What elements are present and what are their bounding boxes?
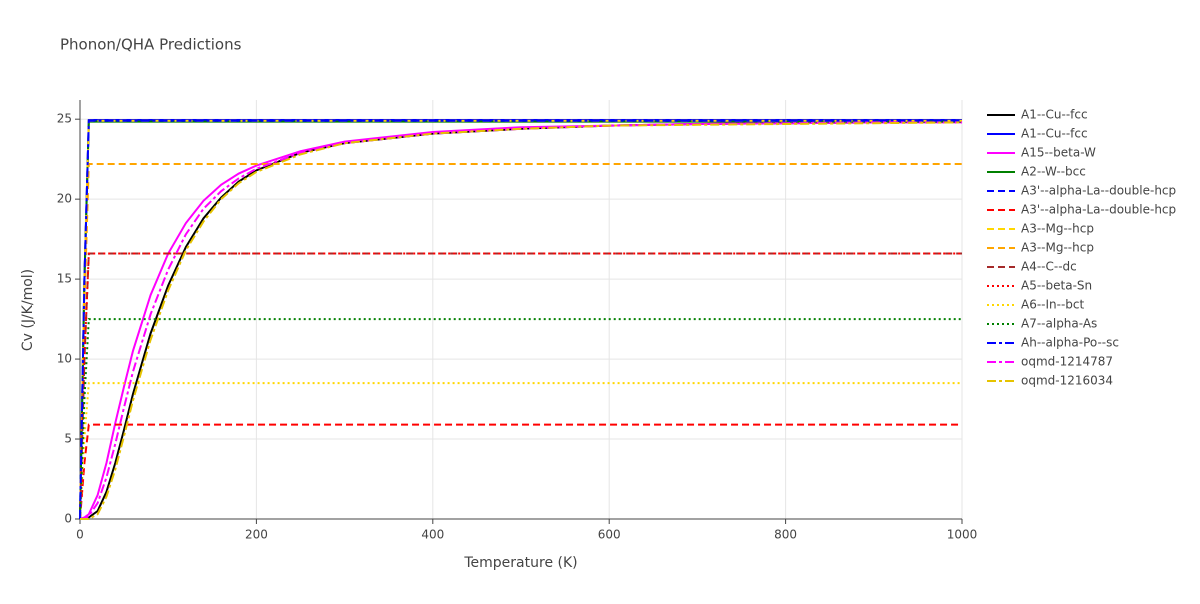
y-axis-title: Cv (J/K/mol)	[20, 269, 36, 351]
series-line	[79, 121, 962, 520]
legend-label: A5--beta-Sn	[1021, 279, 1092, 293]
legend-label: A2--W--bcc	[1021, 165, 1086, 179]
series-line	[79, 423, 962, 520]
x-tick-label: 800	[774, 528, 797, 542]
legend-label: A1--Cu--fcc	[1021, 108, 1088, 122]
y-tick-label: 5	[64, 432, 72, 446]
legend-label: A4--C--dc	[1021, 260, 1077, 274]
x-tick-label: 0	[76, 528, 84, 542]
series-line	[79, 252, 962, 520]
series-line	[79, 119, 962, 520]
x-axis-title: Temperature (K)	[463, 555, 577, 571]
series-line	[80, 121, 962, 520]
series-line	[80, 121, 963, 520]
legend-label: A3--Mg--hcp	[1021, 222, 1094, 236]
legend-label: A15--beta-W	[1021, 146, 1096, 160]
series-line	[79, 382, 962, 520]
y-tick-label: 25	[57, 112, 72, 126]
y-tick-label: 20	[57, 192, 72, 206]
x-tick-label: 400	[421, 528, 444, 542]
x-tick-label: 1000	[947, 528, 978, 542]
legend-label: Ah--alpha-Po--sc	[1021, 336, 1119, 350]
legend-label: A7--alpha-As	[1021, 317, 1097, 331]
x-tick-label: 600	[598, 528, 621, 542]
y-tick-label: 15	[57, 272, 72, 286]
y-tick-label: 0	[64, 512, 72, 526]
legend-label: A3'--alpha-La--double-hcp	[1021, 203, 1176, 217]
series-line	[80, 120, 963, 520]
legend-label: A3--Mg--hcp	[1021, 241, 1094, 255]
series-line	[79, 318, 962, 520]
series-line	[79, 252, 962, 520]
series-line	[79, 120, 962, 520]
x-tick-label: 200	[245, 528, 268, 542]
series-line	[79, 162, 962, 520]
chart-title: Phonon/QHA Predictions	[60, 36, 242, 54]
y-tick-label: 10	[57, 352, 72, 366]
legend-label: A1--Cu--fcc	[1021, 127, 1088, 141]
legend-label: A6--In--bct	[1021, 298, 1085, 312]
legend-label: oqmd-1216034	[1021, 374, 1113, 388]
legend-label: oqmd-1214787	[1021, 355, 1113, 369]
legend-label: A3'--alpha-La--double-hcp	[1021, 184, 1176, 198]
